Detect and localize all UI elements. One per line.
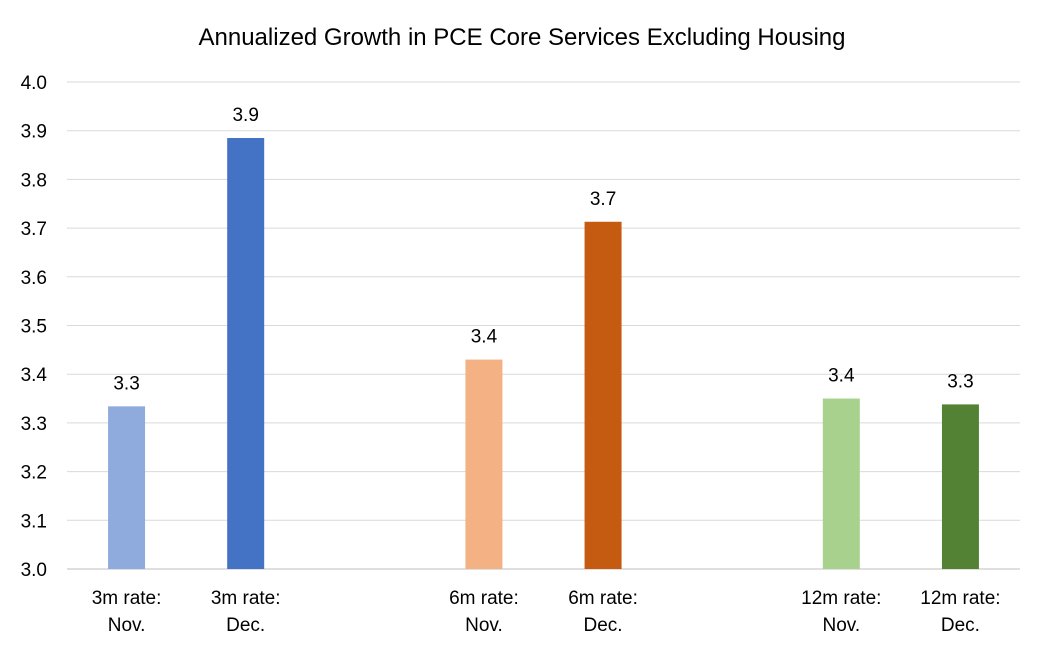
bar [584, 221, 622, 570]
y-tick-label: 3.6 [21, 268, 47, 289]
bar [941, 404, 979, 569]
gridlines [67, 81, 1020, 570]
chart-title: Annualized Growth in PCE Core Services E… [199, 24, 846, 51]
x-tick-label: Nov. [108, 615, 146, 636]
data-label: 3.4 [471, 327, 498, 348]
y-axis-ticks: 3.0 3.1 3.2 3.3 3.4 3.5 3.6 3.7 3.8 3.9 4.0 [21, 73, 48, 581]
bar [465, 359, 503, 569]
x-axis-ticks: 3m rate: Nov. 3m rate: Dec. 6m rate: Nov. 6m r… [92, 588, 1001, 636]
y-tick-label: 4.0 [21, 73, 47, 94]
x-tick-label: 3m rate: [211, 588, 281, 609]
y-tick-label: 3.4 [21, 365, 48, 386]
y-tick-label: 3.8 [21, 170, 47, 191]
x-tick-label: Dec. [584, 615, 623, 636]
y-tick-label: 3.0 [21, 560, 47, 581]
bar [108, 406, 146, 569]
y-tick-label: 3.1 [21, 511, 47, 532]
bar [822, 398, 860, 569]
bar [227, 138, 265, 569]
y-tick-label: 3.2 [21, 463, 47, 484]
x-tick-label: 3m rate: [92, 588, 162, 609]
y-tick-label: 3.5 [21, 317, 47, 338]
data-label: 3.4 [828, 366, 855, 387]
x-tick-label: Dec. [941, 615, 980, 636]
y-tick-label: 3.7 [21, 219, 47, 240]
bars [108, 138, 979, 570]
x-tick-label: Dec. [226, 615, 265, 636]
data-label: 3.3 [947, 371, 973, 392]
data-label: 3.7 [590, 189, 616, 210]
x-tick-label: 12m rate: [920, 588, 1000, 609]
data-labels: 3.3 3.9 3.4 3.7 3.4 3.3 [113, 105, 973, 394]
y-tick-label: 3.9 [21, 122, 47, 143]
x-tick-label: 6m rate: [449, 588, 519, 609]
x-tick-label: 12m rate: [801, 588, 881, 609]
y-tick-label: 3.3 [21, 414, 47, 435]
x-tick-label: Nov. [465, 615, 503, 636]
x-tick-label: Nov. [822, 615, 860, 636]
data-label: 3.9 [232, 105, 258, 126]
data-label: 3.3 [113, 373, 139, 394]
x-tick-label: 6m rate: [568, 588, 638, 609]
